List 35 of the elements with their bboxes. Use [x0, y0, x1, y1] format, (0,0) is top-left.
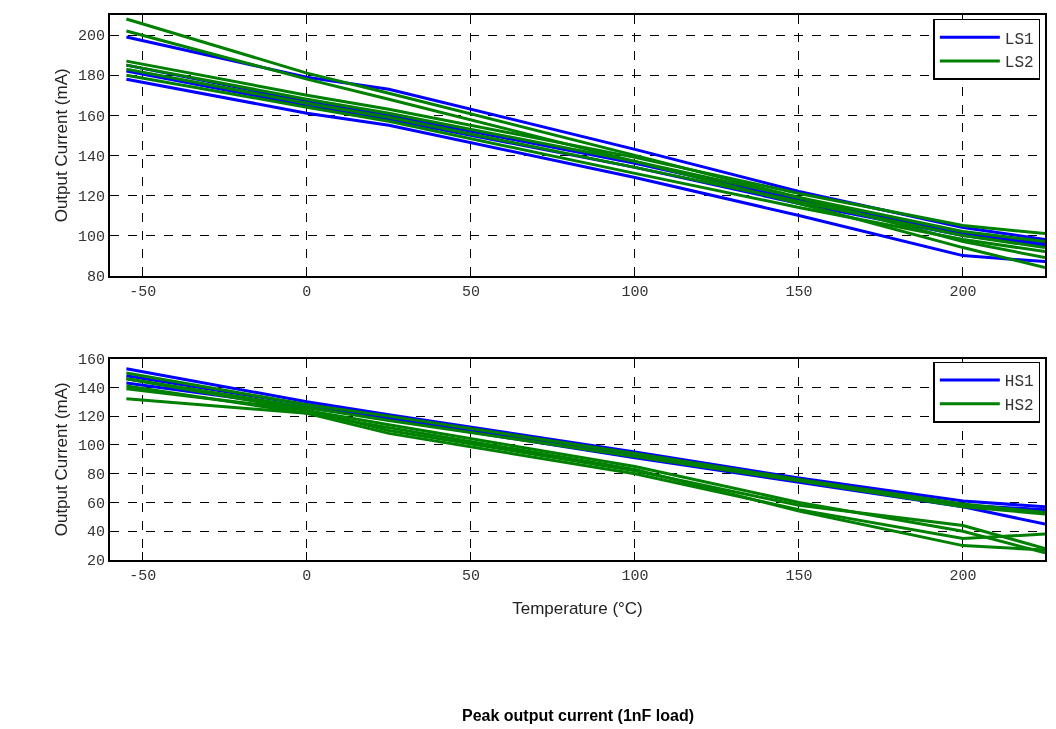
- x-tick-label: 100: [621, 283, 649, 301]
- y-tick-label: 140: [77, 148, 105, 166]
- x-tick-label: 200: [949, 568, 977, 585]
- y-tick-label: 180: [77, 68, 105, 86]
- legend-label: LS2: [1004, 54, 1034, 73]
- y-tick-label: 160: [77, 108, 105, 126]
- y-tick-label: 60: [86, 495, 105, 513]
- legend-label: LS1: [1004, 30, 1034, 49]
- x-axis-title: Temperature (°C): [512, 598, 643, 618]
- x-tick-label: 150: [785, 568, 813, 585]
- y-tick-label: 200: [77, 28, 105, 46]
- x-tick-label: -50: [129, 568, 157, 585]
- x-tick-label: -50: [129, 283, 157, 301]
- y-tick-label: 20: [86, 553, 105, 571]
- legend-label: HS1: [1004, 373, 1034, 392]
- x-tick-label: 100: [621, 568, 649, 585]
- x-tick-label: 50: [461, 283, 480, 301]
- y-axis-title: Output Current (mA): [52, 68, 72, 223]
- x-tick-label: 150: [785, 283, 813, 301]
- y-tick-label: 140: [77, 380, 105, 398]
- y-tick-label: 100: [77, 228, 105, 246]
- y-tick-label: 80: [86, 268, 105, 286]
- y-tick-label: 40: [86, 524, 105, 542]
- y-tick-label: 160: [77, 351, 105, 369]
- y-tick-label: 100: [77, 438, 105, 456]
- x-tick-label: 50: [461, 568, 480, 585]
- x-tick-label: 0: [302, 568, 312, 585]
- y-tick-label: 120: [77, 409, 105, 427]
- x-tick-label: 200: [949, 283, 977, 301]
- y-axis-title: Output Current (mA): [52, 382, 72, 537]
- x-tick-label: 0: [302, 283, 312, 301]
- y-tick-label: 80: [86, 466, 105, 484]
- legend-label: HS2: [1004, 397, 1034, 416]
- y-tick-label: 120: [77, 188, 105, 206]
- text: Peak output current (1nF load): [462, 707, 695, 724]
